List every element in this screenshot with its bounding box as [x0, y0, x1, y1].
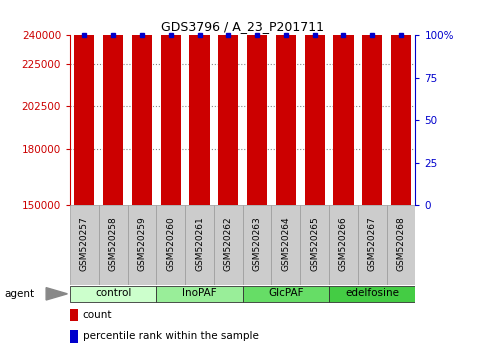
Bar [185, 205, 214, 285]
Text: GlcPAF: GlcPAF [268, 289, 304, 298]
Bar [391, 0, 411, 205]
Polygon shape [46, 287, 68, 300]
Bar [362, 0, 382, 205]
Bar [329, 286, 415, 302]
Bar [99, 205, 128, 285]
Bar [70, 330, 78, 343]
Text: InoPAF: InoPAF [182, 289, 217, 298]
Bar [329, 205, 358, 285]
Text: GSM520261: GSM520261 [195, 216, 204, 271]
Bar [103, 0, 123, 205]
Bar [300, 205, 329, 285]
Bar [70, 286, 156, 302]
Bar [132, 0, 152, 205]
Bar [243, 205, 271, 285]
Text: GSM520257: GSM520257 [80, 216, 89, 271]
Text: GSM520267: GSM520267 [368, 216, 377, 271]
Title: GDS3796 / A_23_P201711: GDS3796 / A_23_P201711 [161, 20, 324, 33]
Bar [156, 205, 185, 285]
Bar [333, 0, 354, 205]
Bar [386, 205, 415, 285]
Text: GSM520262: GSM520262 [224, 216, 233, 271]
Bar [161, 0, 181, 205]
Bar [70, 205, 99, 285]
Text: GSM520265: GSM520265 [310, 216, 319, 271]
Text: GSM520268: GSM520268 [397, 216, 406, 271]
Text: GSM520264: GSM520264 [282, 216, 290, 271]
Bar [305, 0, 325, 205]
Bar [128, 205, 156, 285]
Text: GSM520266: GSM520266 [339, 216, 348, 271]
Bar [218, 0, 239, 205]
Text: percentile rank within the sample: percentile rank within the sample [83, 331, 259, 341]
Bar [247, 0, 267, 205]
Text: edelfosine: edelfosine [345, 289, 399, 298]
Bar [271, 205, 300, 285]
Bar [74, 0, 95, 205]
Text: agent: agent [5, 289, 35, 299]
Bar [189, 0, 210, 205]
Bar [70, 309, 78, 321]
Text: count: count [83, 310, 113, 320]
Text: GSM520263: GSM520263 [253, 216, 262, 271]
Bar [358, 205, 386, 285]
Text: GSM520259: GSM520259 [138, 216, 146, 271]
Text: GSM520258: GSM520258 [109, 216, 118, 271]
Bar [276, 0, 296, 205]
Text: GSM520260: GSM520260 [166, 216, 175, 271]
Text: control: control [95, 289, 131, 298]
Bar [243, 286, 329, 302]
Bar [156, 286, 243, 302]
Bar [214, 205, 243, 285]
